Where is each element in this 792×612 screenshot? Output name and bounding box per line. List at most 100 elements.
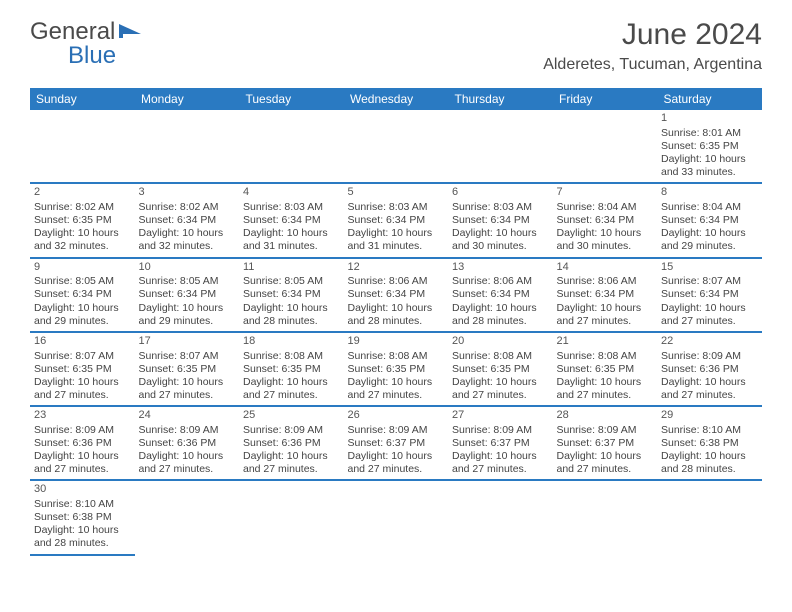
day-cell: 27Sunrise: 8:09 AMSunset: 6:37 PMDayligh… <box>448 406 553 480</box>
daylight-line: Daylight: 10 hours and 32 minutes. <box>139 227 224 252</box>
day-cell: 23Sunrise: 8:09 AMSunset: 6:36 PMDayligh… <box>30 406 135 480</box>
empty-cell <box>448 110 553 183</box>
empty-cell <box>553 110 658 183</box>
sunset-line: Sunset: 6:34 PM <box>348 288 426 300</box>
day-cell: 26Sunrise: 8:09 AMSunset: 6:37 PMDayligh… <box>344 406 449 480</box>
sunrise-line: Sunrise: 8:09 AM <box>34 424 114 436</box>
sunrise-line: Sunrise: 8:04 AM <box>661 201 741 213</box>
daylight-line: Daylight: 10 hours and 27 minutes. <box>34 450 119 475</box>
day-number: 19 <box>348 335 445 349</box>
day-cell: 15Sunrise: 8:07 AMSunset: 6:34 PMDayligh… <box>657 258 762 332</box>
day-number: 28 <box>557 409 654 423</box>
day-number: 8 <box>661 186 758 200</box>
sunset-line: Sunset: 6:34 PM <box>452 288 530 300</box>
day-cell: 28Sunrise: 8:09 AMSunset: 6:37 PMDayligh… <box>553 406 658 480</box>
day-number: 4 <box>243 186 340 200</box>
day-cell: 11Sunrise: 8:05 AMSunset: 6:34 PMDayligh… <box>239 258 344 332</box>
sunrise-line: Sunrise: 8:09 AM <box>452 424 532 436</box>
sunset-line: Sunset: 6:36 PM <box>139 437 217 449</box>
daylight-line: Daylight: 10 hours and 28 minutes. <box>348 302 433 327</box>
sunset-line: Sunset: 6:34 PM <box>557 214 635 226</box>
sunset-line: Sunset: 6:38 PM <box>34 511 112 523</box>
day-number: 15 <box>661 261 758 275</box>
sunrise-line: Sunrise: 8:08 AM <box>348 350 428 362</box>
day-number: 5 <box>348 186 445 200</box>
sunset-line: Sunset: 6:34 PM <box>243 214 321 226</box>
sunset-line: Sunset: 6:34 PM <box>139 214 217 226</box>
sunrise-line: Sunrise: 8:09 AM <box>348 424 428 436</box>
daylight-line: Daylight: 10 hours and 31 minutes. <box>348 227 433 252</box>
sunrise-line: Sunrise: 8:08 AM <box>452 350 532 362</box>
day-cell: 3Sunrise: 8:02 AMSunset: 6:34 PMDaylight… <box>135 183 240 257</box>
day-number: 6 <box>452 186 549 200</box>
sunset-line: Sunset: 6:35 PM <box>557 363 635 375</box>
empty-cell <box>344 480 449 554</box>
day-number: 22 <box>661 335 758 349</box>
day-cell: 20Sunrise: 8:08 AMSunset: 6:35 PMDayligh… <box>448 332 553 406</box>
day-cell: 30Sunrise: 8:10 AMSunset: 6:38 PMDayligh… <box>30 480 135 554</box>
day-number: 16 <box>34 335 131 349</box>
sunrise-line: Sunrise: 8:05 AM <box>139 275 219 287</box>
day-cell: 2Sunrise: 8:02 AMSunset: 6:35 PMDaylight… <box>30 183 135 257</box>
sunrise-line: Sunrise: 8:10 AM <box>34 498 114 510</box>
day-cell: 8Sunrise: 8:04 AMSunset: 6:34 PMDaylight… <box>657 183 762 257</box>
week-row: 1Sunrise: 8:01 AMSunset: 6:35 PMDaylight… <box>30 110 762 183</box>
day-header-row: SundayMondayTuesdayWednesdayThursdayFrid… <box>30 88 762 110</box>
daylight-line: Daylight: 10 hours and 28 minutes. <box>34 524 119 549</box>
sunset-line: Sunset: 6:35 PM <box>34 363 112 375</box>
logo-text-2: Blue <box>68 42 116 70</box>
week-row: 16Sunrise: 8:07 AMSunset: 6:35 PMDayligh… <box>30 332 762 406</box>
empty-cell <box>553 480 658 554</box>
day-number: 23 <box>34 409 131 423</box>
daylight-line: Daylight: 10 hours and 27 minutes. <box>139 376 224 401</box>
location: Alderetes, Tucuman, Argentina <box>543 56 762 74</box>
day-number: 12 <box>348 261 445 275</box>
week-row: 9Sunrise: 8:05 AMSunset: 6:34 PMDaylight… <box>30 258 762 332</box>
day-number: 2 <box>34 186 131 200</box>
day-number: 10 <box>139 261 236 275</box>
logo-flag-icon <box>117 22 143 42</box>
day-header: Monday <box>135 88 240 110</box>
day-cell: 9Sunrise: 8:05 AMSunset: 6:34 PMDaylight… <box>30 258 135 332</box>
day-number: 7 <box>557 186 654 200</box>
day-cell: 22Sunrise: 8:09 AMSunset: 6:36 PMDayligh… <box>657 332 762 406</box>
daylight-line: Daylight: 10 hours and 28 minutes. <box>452 302 537 327</box>
sunset-line: Sunset: 6:37 PM <box>348 437 426 449</box>
daylight-line: Daylight: 10 hours and 28 minutes. <box>243 302 328 327</box>
day-cell: 1Sunrise: 8:01 AMSunset: 6:35 PMDaylight… <box>657 110 762 183</box>
sunset-line: Sunset: 6:34 PM <box>661 288 739 300</box>
sunrise-line: Sunrise: 8:08 AM <box>243 350 323 362</box>
sunset-line: Sunset: 6:35 PM <box>243 363 321 375</box>
sunset-line: Sunset: 6:35 PM <box>348 363 426 375</box>
empty-cell <box>135 480 240 554</box>
day-cell: 14Sunrise: 8:06 AMSunset: 6:34 PMDayligh… <box>553 258 658 332</box>
empty-cell <box>135 110 240 183</box>
day-number: 20 <box>452 335 549 349</box>
sunset-line: Sunset: 6:37 PM <box>452 437 530 449</box>
day-cell: 4Sunrise: 8:03 AMSunset: 6:34 PMDaylight… <box>239 183 344 257</box>
day-number: 18 <box>243 335 340 349</box>
empty-cell <box>344 110 449 183</box>
sunrise-line: Sunrise: 8:09 AM <box>139 424 219 436</box>
day-header: Saturday <box>657 88 762 110</box>
daylight-line: Daylight: 10 hours and 27 minutes. <box>661 302 746 327</box>
day-number: 13 <box>452 261 549 275</box>
sunrise-line: Sunrise: 8:08 AM <box>557 350 637 362</box>
sunset-line: Sunset: 6:34 PM <box>452 214 530 226</box>
week-row: 2Sunrise: 8:02 AMSunset: 6:35 PMDaylight… <box>30 183 762 257</box>
day-cell: 29Sunrise: 8:10 AMSunset: 6:38 PMDayligh… <box>657 406 762 480</box>
sunrise-line: Sunrise: 8:09 AM <box>557 424 637 436</box>
sunrise-line: Sunrise: 8:03 AM <box>243 201 323 213</box>
sunset-line: Sunset: 6:34 PM <box>348 214 426 226</box>
sunset-line: Sunset: 6:38 PM <box>661 437 739 449</box>
daylight-line: Daylight: 10 hours and 27 minutes. <box>243 376 328 401</box>
day-number: 17 <box>139 335 236 349</box>
daylight-line: Daylight: 10 hours and 27 minutes. <box>34 376 119 401</box>
day-cell: 17Sunrise: 8:07 AMSunset: 6:35 PMDayligh… <box>135 332 240 406</box>
sunset-line: Sunset: 6:35 PM <box>661 140 739 152</box>
empty-cell <box>30 110 135 183</box>
daylight-line: Daylight: 10 hours and 27 minutes. <box>452 450 537 475</box>
sunrise-line: Sunrise: 8:07 AM <box>34 350 114 362</box>
sunrise-line: Sunrise: 8:05 AM <box>34 275 114 287</box>
sunrise-line: Sunrise: 8:10 AM <box>661 424 741 436</box>
